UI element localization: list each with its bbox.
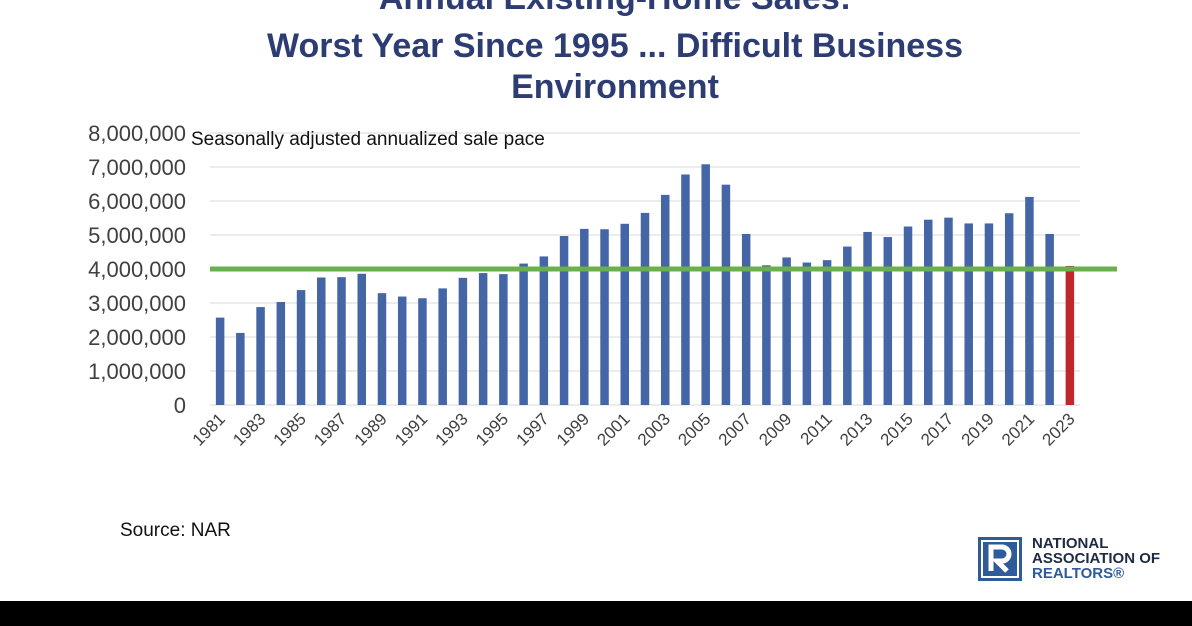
bar-1981 bbox=[215, 317, 225, 405]
logo-wordmark: NATIONAL ASSOCIATION OF REALTORS® bbox=[1032, 536, 1160, 581]
bar-2010 bbox=[802, 262, 812, 405]
x-tick-label: 1983 bbox=[229, 409, 269, 449]
bar-1983 bbox=[256, 307, 265, 405]
bar-2011 bbox=[822, 260, 832, 405]
chart-title-line-3: Environment bbox=[511, 68, 719, 106]
y-tick-label: 1,000,000 bbox=[88, 359, 186, 384]
bar-2022 bbox=[1045, 233, 1054, 405]
bar-2016 bbox=[924, 219, 933, 405]
x-tick-label: 2005 bbox=[674, 409, 714, 449]
x-tick-label: 1999 bbox=[553, 409, 593, 449]
x-tick-label: 1981 bbox=[189, 409, 229, 449]
bar-1984 bbox=[276, 301, 286, 405]
bar-2002 bbox=[640, 212, 650, 405]
x-tick-label: 1989 bbox=[351, 409, 391, 449]
logo-line-1: NATIONAL bbox=[1032, 535, 1109, 552]
x-tick-label: 2001 bbox=[593, 409, 633, 449]
bar-2005 bbox=[701, 164, 710, 405]
bar-1997 bbox=[539, 256, 549, 405]
bar-1985 bbox=[296, 290, 306, 405]
x-tick-label: 1995 bbox=[472, 409, 512, 449]
x-tick-label: 1991 bbox=[391, 409, 431, 449]
bar-2001 bbox=[620, 223, 630, 405]
x-tick-label: 2023 bbox=[1039, 409, 1079, 449]
logo-line-2: ASSOCIATION OF bbox=[1032, 550, 1161, 567]
x-tick-label: 2011 bbox=[797, 409, 836, 448]
x-tick-label: 2003 bbox=[634, 409, 674, 449]
bar-2023 bbox=[1065, 265, 1075, 405]
x-tick-label: 2015 bbox=[877, 409, 917, 449]
x-tick-label: 1997 bbox=[512, 409, 552, 449]
y-tick-label: 7,000,000 bbox=[88, 155, 186, 180]
chart-subtitle: Seasonally adjusted annualized sale pace bbox=[191, 129, 545, 150]
bar-2017 bbox=[944, 217, 953, 405]
bar-2018 bbox=[964, 223, 973, 405]
bottom-black-bar bbox=[0, 601, 1192, 626]
logo-line-3: REALTORS® bbox=[1032, 565, 1125, 582]
bar-1982 bbox=[236, 332, 245, 405]
realtor-r-logo-icon bbox=[978, 537, 1022, 581]
bar-1999 bbox=[580, 228, 589, 405]
y-tick-label: 6,000,000 bbox=[88, 189, 186, 214]
y-tick-label: 8,000,000 bbox=[88, 121, 186, 146]
x-tick-label: 2021 bbox=[998, 409, 1038, 449]
bar-1998 bbox=[559, 236, 569, 405]
bar-1993 bbox=[458, 277, 468, 405]
x-tick-label: 2017 bbox=[917, 409, 957, 449]
x-tick-label: 2013 bbox=[836, 409, 876, 449]
bar-2006 bbox=[721, 184, 731, 405]
bar-1992 bbox=[438, 288, 447, 405]
bar-2012 bbox=[843, 246, 852, 405]
bar-chart: 0 1,000,000 2,000,000 3,000,000 4,000,000 5,0… bbox=[88, 121, 1117, 450]
bar-2000 bbox=[600, 229, 609, 405]
bar-1986 bbox=[317, 277, 326, 405]
y-tick-label: 2,000,000 bbox=[88, 325, 186, 350]
bar-2007 bbox=[741, 233, 751, 405]
bar-1996 bbox=[519, 263, 528, 405]
bar-2014 bbox=[883, 237, 893, 405]
bar-2009 bbox=[782, 257, 791, 405]
bar-1987 bbox=[337, 277, 346, 405]
bar-2003 bbox=[660, 194, 670, 405]
x-tick-label: 1985 bbox=[270, 409, 310, 449]
bar-1994 bbox=[478, 273, 488, 405]
bar-2004 bbox=[681, 174, 690, 405]
y-tick-label: 3,000,000 bbox=[88, 291, 186, 316]
bar-1991 bbox=[418, 298, 427, 405]
bar-1988 bbox=[357, 273, 366, 405]
bar-1990 bbox=[397, 296, 407, 405]
x-tick-label: 2009 bbox=[755, 409, 795, 449]
bar-2021 bbox=[1025, 196, 1034, 405]
source-note: Source: NAR bbox=[120, 520, 231, 541]
x-tick-label: 1993 bbox=[432, 409, 472, 449]
y-tick-label: 5,000,000 bbox=[88, 223, 186, 248]
bar-2020 bbox=[1004, 213, 1014, 405]
chart-title-line-2: Worst Year Since 1995 ... Difficult Busi… bbox=[266, 27, 964, 65]
nar-logo: NATIONAL ASSOCIATION OF REALTORS® bbox=[978, 536, 1188, 584]
bar-2008 bbox=[762, 265, 771, 405]
bar-2013 bbox=[863, 231, 872, 405]
y-tick-label: 4,000,000 bbox=[88, 257, 186, 282]
x-tick-label: 2019 bbox=[958, 409, 998, 449]
x-tick-label: 2007 bbox=[715, 409, 755, 449]
y-tick-label: 0 bbox=[174, 393, 186, 418]
bar-1989 bbox=[377, 293, 387, 405]
x-tick-label: 1987 bbox=[310, 409, 350, 449]
bar-1995 bbox=[499, 274, 508, 405]
bar-2019 bbox=[984, 223, 994, 405]
bar-2015 bbox=[903, 226, 913, 405]
chart-title-line-1: Annual Existing-Home Sales: bbox=[0, 0, 1192, 18]
